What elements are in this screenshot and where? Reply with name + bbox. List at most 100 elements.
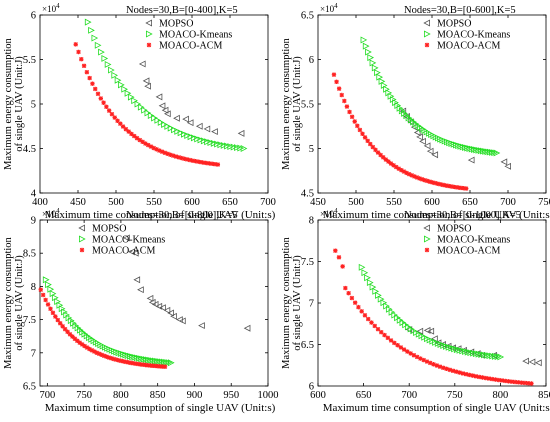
x-tick-label: 700: [500, 197, 516, 208]
moaco-acm-point: [480, 375, 485, 380]
moaco-acm-point: [393, 164, 399, 170]
moaco-acm-point: [157, 364, 163, 369]
moaco-kmeans-point: [61, 308, 68, 316]
moaco-acm-point: [334, 79, 339, 85]
chart-panel-2: 450 500 550 600 650 700 750 4.5 5 5.5 6 6.5 ×104 Node…: [281, 2, 550, 221]
moaco-kmeans-point: [120, 350, 127, 358]
moaco-acm-point: [331, 72, 337, 77]
moaco-kmeans-point: [149, 357, 157, 365]
moaco-acm-point: [339, 92, 344, 98]
moaco-acm-point: [355, 123, 360, 129]
mopso-point: [535, 359, 542, 367]
mopso-point: [78, 224, 85, 232]
moaco-kmeans-point: [83, 332, 91, 340]
mopso-point: [123, 234, 130, 242]
moaco-kmeans-point: [217, 141, 225, 149]
chart-title: Nodes=30,B=[0-1000],K=5: [404, 210, 521, 221]
mopso-point: [431, 151, 439, 159]
moaco-acm-point: [516, 380, 521, 385]
moaco-kmeans-point: [56, 301, 64, 309]
moaco-acm-point: [215, 162, 221, 167]
moaco-acm-point: [464, 186, 469, 191]
x-axis-label: Maximum time consumption of single UAV (…: [323, 209, 550, 221]
moaco-kmeans-point: [141, 106, 148, 114]
moaco-acm-point: [45, 302, 51, 307]
moaco-kmeans-point: [497, 353, 505, 361]
moaco-kmeans-point: [237, 144, 245, 152]
moaco-acm-point: [190, 158, 195, 163]
moaco-kmeans-point: [131, 353, 139, 361]
moaco-acm-point: [419, 177, 425, 182]
moaco-acm-point: [401, 347, 407, 352]
moaco-kmeans-point: [121, 85, 129, 93]
moaco-acm-point: [365, 138, 370, 144]
moaco-acm-point: [155, 363, 160, 369]
mopso-point: [500, 158, 508, 166]
y-tick-label: 8.5: [23, 249, 36, 260]
moaco-kmeans-point: [42, 276, 50, 284]
mopso-point: [522, 357, 529, 365]
moaco-kmeans-point: [72, 322, 80, 330]
moaco-kmeans-point: [459, 143, 467, 151]
legend-label: MOACO-ACM: [437, 246, 500, 257]
moaco-acm-point: [115, 118, 120, 123]
y-exponent-label: ×104: [42, 2, 60, 14]
x-tick-label: 700: [401, 390, 417, 401]
moaco-kmeans-point: [124, 352, 132, 360]
mopso-point: [198, 322, 205, 330]
moaco-kmeans-point: [146, 30, 153, 38]
moaco-acm-point: [483, 375, 488, 381]
moaco-acm-point: [65, 329, 70, 335]
moaco-acm-point: [424, 359, 430, 364]
moaco-acm-point: [55, 317, 60, 323]
moaco-kmeans-point: [385, 89, 393, 97]
moaco-kmeans-point: [486, 148, 494, 156]
moaco-kmeans-point: [165, 359, 173, 367]
moaco-kmeans-point: [466, 145, 474, 153]
x-tick-label: 900: [187, 390, 203, 401]
x-tick-label: 950: [223, 390, 239, 401]
moaco-acm-point: [212, 161, 218, 167]
moaco-acm-point: [143, 141, 148, 146]
moaco-acm-point: [120, 124, 126, 129]
moaco-acm-point: [109, 112, 115, 117]
moaco-acm-point: [60, 324, 65, 329]
mopso-point: [148, 298, 156, 306]
moaco-acm-point: [146, 42, 152, 48]
moaco-acm-point: [118, 358, 124, 364]
moaco-acm-point: [440, 182, 446, 188]
mopso-point: [504, 162, 511, 170]
x-axis-label: Maximum time consumption of single UAV (…: [323, 402, 550, 414]
moaco-acm-point: [126, 129, 131, 134]
mopso-point: [131, 249, 139, 257]
moaco-acm-point: [437, 364, 443, 369]
moaco-kmeans-point: [118, 81, 125, 89]
moaco-acm-point: [392, 340, 397, 346]
moaco-acm-point: [405, 349, 410, 354]
moaco-acm-point: [409, 173, 414, 178]
moaco-kmeans-point: [161, 121, 168, 128]
mopso-point: [167, 309, 174, 317]
moaco-kmeans-point: [184, 132, 191, 139]
moaco-acm-point: [447, 367, 453, 373]
moaco-acm-point: [399, 167, 404, 173]
x-tick-label: 500: [348, 197, 364, 208]
mopso-point: [161, 106, 169, 114]
moaco-acm-point: [182, 156, 187, 161]
moaco-acm-point: [168, 152, 173, 157]
moaco-kmeans-point: [122, 351, 130, 359]
y-tick-label: 6.5: [301, 11, 314, 22]
mopso-point: [158, 102, 166, 110]
y-tick-label: 7: [309, 299, 314, 310]
moaco-acm-point: [347, 109, 352, 115]
moaco-kmeans-point: [79, 328, 86, 336]
moaco-acm-point: [373, 147, 378, 153]
moaco-kmeans-point: [194, 135, 201, 143]
legend-label: MOPSO: [92, 224, 126, 235]
moaco-acm-point: [522, 380, 528, 386]
moaco-acm-point: [150, 363, 156, 368]
moaco-acm-point: [92, 349, 97, 354]
moaco-kmeans-point: [91, 34, 99, 42]
moaco-acm-point: [151, 145, 156, 151]
moaco-acm-point: [82, 343, 87, 349]
